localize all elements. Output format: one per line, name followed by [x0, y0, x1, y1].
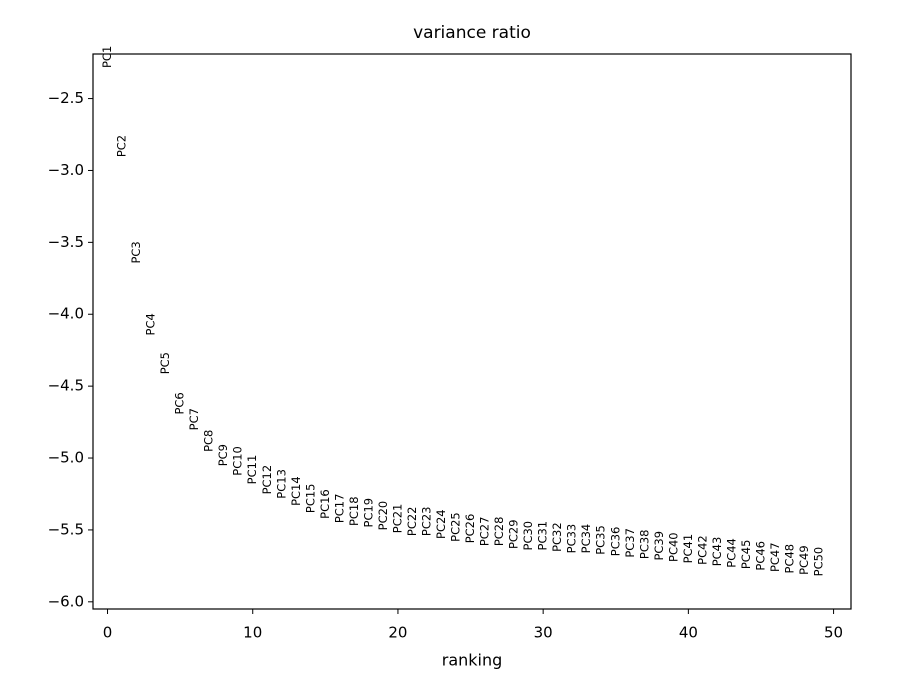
pc-label: PC7 — [187, 408, 201, 430]
pc-label: PC5 — [158, 352, 172, 374]
x-tick-label: 40 — [679, 624, 698, 642]
pc-label: PC11 — [245, 455, 259, 485]
pc-label: PC1 — [100, 46, 114, 68]
x-tick-label: 10 — [243, 624, 262, 642]
pc-label: PC45 — [739, 540, 753, 570]
plot-frame — [92, 53, 852, 610]
x-tick-label: 20 — [388, 624, 407, 642]
pc-label: PC34 — [579, 524, 593, 554]
pc-label: PC26 — [463, 514, 477, 544]
pc-label: PC29 — [507, 519, 521, 549]
pc-label: PC13 — [274, 469, 288, 499]
pc-label: PC16 — [318, 489, 332, 519]
pc-label: PC12 — [260, 465, 274, 495]
pc-label: PC14 — [289, 476, 303, 506]
pc-label: PC28 — [492, 517, 506, 547]
pc-label: PC35 — [594, 525, 608, 555]
pc-label: PC10 — [231, 446, 245, 476]
pc-label: PC22 — [405, 506, 419, 536]
pc-label: PC48 — [783, 544, 797, 574]
x-tick-label: 50 — [824, 624, 843, 642]
y-tick-label: −2.5 — [48, 89, 84, 107]
pc-label: PC4 — [144, 313, 158, 335]
y-tick-label: −6.0 — [48, 592, 84, 610]
pc-label: PC39 — [652, 531, 666, 561]
pc-label: PC46 — [753, 541, 767, 571]
pc-label: PC42 — [695, 535, 709, 565]
pc-label: PC38 — [637, 529, 651, 559]
pc-label: PC27 — [478, 517, 492, 547]
x-axis-label: ranking — [442, 651, 503, 670]
pc-label: PC25 — [449, 512, 463, 542]
y-tick-label: −3.5 — [48, 233, 84, 251]
pc-label: PC9 — [216, 444, 230, 466]
pc-label: PC32 — [550, 522, 564, 552]
pc-label: PC8 — [202, 430, 216, 452]
pc-label: PC47 — [768, 542, 782, 572]
pc-label: PC3 — [129, 241, 143, 263]
pc-label: PC31 — [536, 521, 550, 551]
pc-label: PC36 — [608, 527, 622, 557]
pc-label: PC20 — [376, 501, 390, 531]
pc-label: PC40 — [666, 532, 680, 562]
pc-label: PC30 — [521, 521, 535, 551]
y-tick-label: −4.5 — [48, 377, 84, 395]
pc-label: PC33 — [565, 524, 579, 554]
x-tick-label: 0 — [103, 624, 113, 642]
pc-label: PC19 — [361, 498, 375, 528]
y-tick-label: −3.0 — [48, 161, 84, 179]
pc-label: PC21 — [390, 504, 404, 534]
pc-label: PC49 — [797, 545, 811, 575]
pc-label: PC6 — [173, 392, 187, 414]
y-tick-label: −5.0 — [48, 449, 84, 467]
y-tick-label: −4.0 — [48, 305, 84, 323]
pc-label: PC24 — [434, 509, 448, 539]
pc-label: PC44 — [724, 538, 738, 568]
pc-label: PC2 — [115, 135, 129, 157]
pc-label: PC43 — [710, 537, 724, 567]
pc-label: PC15 — [303, 483, 317, 513]
x-tick-label: 30 — [534, 624, 553, 642]
pc-label: PC17 — [332, 494, 346, 524]
pc-label: PC37 — [623, 528, 637, 558]
chart-title: variance ratio — [413, 23, 531, 43]
pc-label: PC23 — [419, 506, 433, 536]
pc-label: PC41 — [681, 534, 695, 564]
pc-label: PC50 — [812, 547, 826, 577]
pc-label: PC18 — [347, 496, 361, 526]
y-tick-label: −5.5 — [48, 520, 84, 538]
